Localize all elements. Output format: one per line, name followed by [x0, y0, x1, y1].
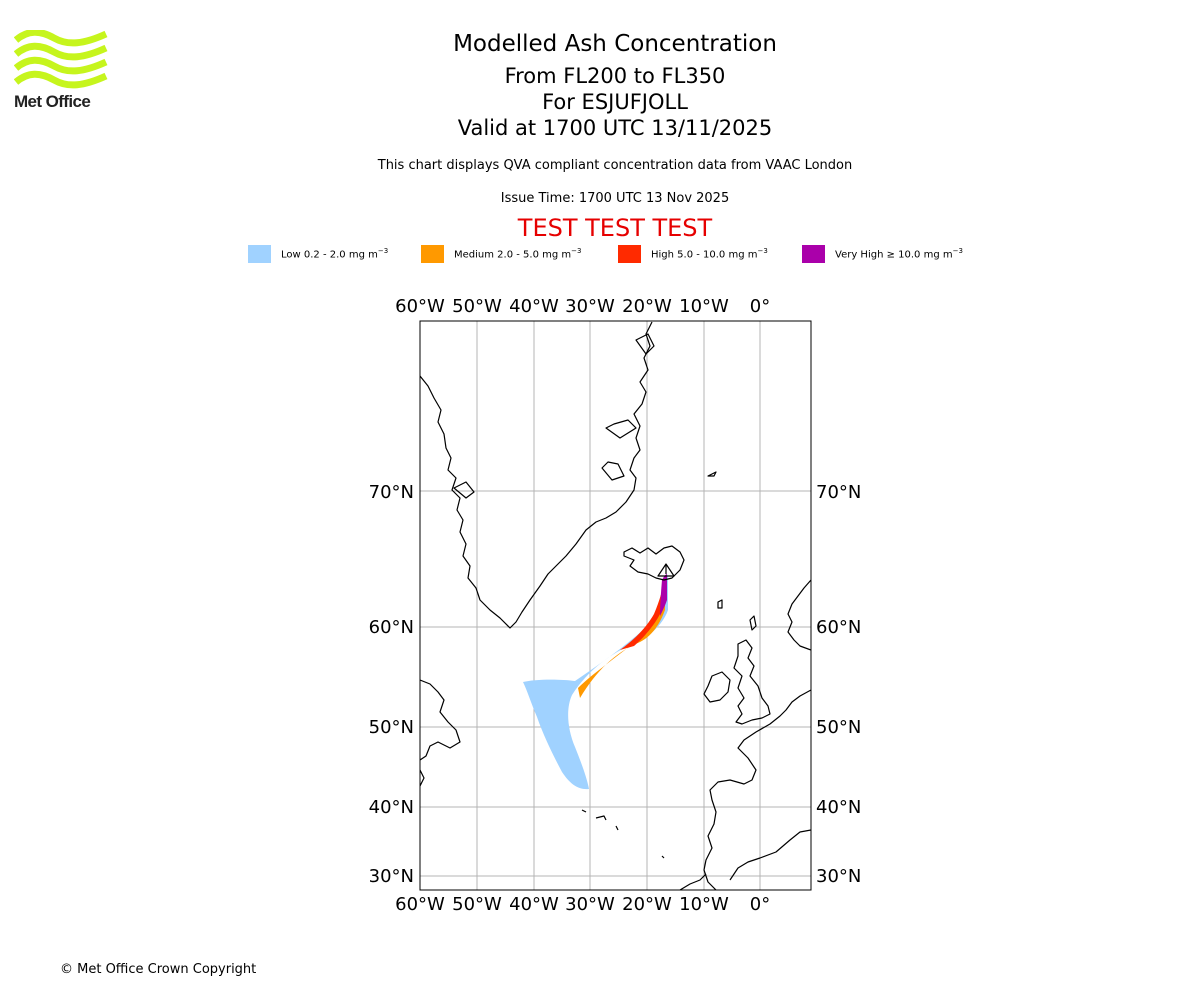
lat-tick: 40°N: [369, 797, 414, 818]
lat-tick: 60°N: [369, 617, 414, 638]
azores-islands: [581, 809, 587, 813]
lon-tick: 30°W: [565, 296, 615, 317]
legend-item-very-high: Very High ≥ 10.0 mg m−3: [802, 244, 963, 264]
ash-plume-medium: [578, 576, 665, 698]
lat-tick: 70°N: [369, 482, 414, 503]
lon-tick: 10°W: [679, 296, 729, 317]
lon-tick: 20°W: [622, 296, 672, 317]
europe-coast: [703, 689, 811, 890]
copyright-notice: © Met Office Crown Copyright: [60, 962, 257, 977]
ash-plume-high: [620, 578, 666, 650]
faroes-coast: [717, 599, 723, 609]
greenland-fjord: [453, 481, 475, 499]
madeira-island: [661, 855, 665, 859]
norway-coast: [787, 579, 811, 651]
map-gridlines: [420, 321, 811, 890]
legend-label-medium: Medium 2.0 - 5.0 mg m−3: [454, 247, 582, 261]
greenland-fjord: [635, 333, 655, 355]
page-title: Modelled Ash Concentration: [453, 31, 777, 57]
jan-mayen-coast: [707, 471, 717, 477]
lat-ticks-right: 70°N 60°N 50°N 40°N 30°N: [816, 482, 861, 887]
lon-tick: 50°W: [452, 296, 502, 317]
logo-wave: [14, 70, 108, 89]
lon-tick: 0°: [750, 296, 770, 317]
lon-tick: 40°W: [509, 296, 559, 317]
azores-islands: [615, 825, 619, 831]
greenland-coast: [420, 321, 653, 629]
legend-label-low: Low 0.2 - 2.0 mg m−3: [281, 247, 389, 261]
lon-tick: 30°W: [565, 894, 615, 915]
greenland-fjord: [601, 461, 625, 481]
lon-tick: 0°: [750, 894, 770, 915]
lon-tick: 40°W: [509, 894, 559, 915]
shetland-coast: [749, 615, 757, 631]
lat-tick: 50°N: [816, 717, 861, 738]
lat-tick: 30°N: [369, 866, 414, 887]
legend-label-high: High 5.0 - 10.0 mg m−3: [651, 247, 768, 261]
lat-tick: 40°N: [816, 797, 861, 818]
volcano-marker: [657, 563, 675, 577]
north-africa-coast: [679, 873, 707, 890]
greenland-fjord: [605, 419, 637, 439]
logo-text: Met Office: [14, 92, 91, 111]
issue-time: Issue Time: 1700 UTC 13 Nov 2025: [500, 191, 730, 206]
coastlines: [420, 321, 811, 890]
iceland-coast: [623, 545, 685, 581]
legend-swatch-medium: [421, 245, 444, 263]
lon-tick: 60°W: [395, 894, 445, 915]
legend-swatch-high: [618, 245, 641, 263]
test-banner: TEST TEST TEST: [517, 214, 713, 242]
logo-wave: [14, 56, 108, 75]
lat-ticks-left: 70°N 60°N 50°N 40°N 30°N: [369, 482, 414, 887]
map-frame: [419, 320, 812, 891]
lon-tick: 20°W: [622, 894, 672, 915]
labrador-coast: [420, 769, 425, 787]
lon-ticks-top: 60°W 50°W 40°W 30°W 20°W 10°W 0°: [395, 296, 770, 317]
met-office-logo: Met Office: [14, 30, 108, 112]
logo-wave: [14, 42, 108, 61]
volcano-name: For ESJUFJOLL: [542, 90, 688, 114]
legend-swatch-low: [248, 245, 271, 263]
legend-swatch-very-high: [802, 245, 825, 263]
ireland-coast: [703, 671, 731, 703]
legend-item-high: High 5.0 - 10.0 mg m−3: [618, 244, 768, 264]
legend-item-medium: Medium 2.0 - 5.0 mg m−3: [421, 244, 581, 264]
lon-tick: 50°W: [452, 894, 502, 915]
lon-ticks-bottom: 60°W 50°W 40°W 30°W 20°W 10°W 0°: [395, 894, 770, 915]
lat-tick: 70°N: [816, 482, 861, 503]
lon-tick: 60°W: [395, 296, 445, 317]
lat-tick: 50°N: [369, 717, 414, 738]
legend-label-very-high: Very High ≥ 10.0 mg m−3: [835, 247, 963, 261]
flight-levels: From FL200 to FL350: [504, 64, 726, 88]
great-britain-coast: [733, 639, 771, 725]
lat-tick: 60°N: [816, 617, 861, 638]
lat-tick: 30°N: [816, 866, 861, 887]
azores-islands: [595, 815, 607, 821]
legend-item-low: Low 0.2 - 2.0 mg m−3: [248, 244, 388, 264]
ash-plume-very-high: [660, 574, 667, 616]
valid-time: Valid at 1700 UTC 13/11/2025: [457, 116, 773, 140]
logo-wave: [14, 30, 108, 47]
ash-plume-low: [523, 574, 668, 790]
compliance-note: This chart displays QVA compliant concen…: [377, 158, 853, 173]
newfoundland-coast: [420, 679, 461, 761]
spain-south-coast: [729, 829, 811, 881]
met-office-waves-icon: [14, 30, 108, 89]
lon-tick: 10°W: [679, 894, 729, 915]
